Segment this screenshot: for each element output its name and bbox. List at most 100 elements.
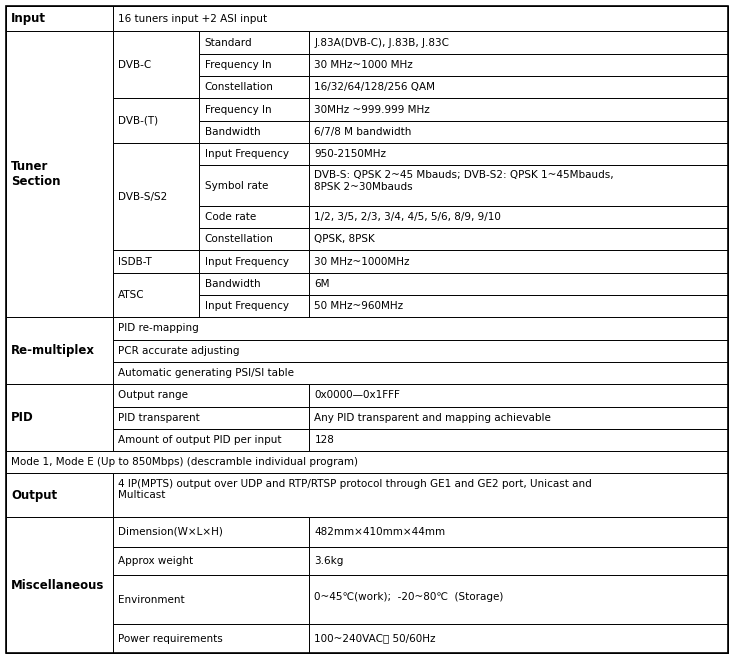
- Bar: [113, 32, 200, 98]
- Text: 100~240VAC， 50/60Hz: 100~240VAC， 50/60Hz: [314, 634, 436, 644]
- Text: 6/7/8 M bandwidth: 6/7/8 M bandwidth: [314, 127, 412, 137]
- Bar: [200, 250, 309, 273]
- Bar: [309, 250, 728, 273]
- Text: Dimension(W×L×H): Dimension(W×L×H): [118, 527, 223, 537]
- Bar: [309, 165, 728, 206]
- Text: Approx weight: Approx weight: [118, 556, 193, 566]
- Bar: [113, 473, 728, 517]
- Bar: [200, 165, 309, 206]
- Bar: [6, 76, 728, 98]
- Bar: [113, 143, 200, 250]
- Bar: [113, 429, 309, 451]
- Bar: [6, 451, 728, 473]
- Text: PID re-mapping: PID re-mapping: [118, 324, 199, 333]
- Bar: [113, 273, 200, 317]
- Text: Constellation: Constellation: [205, 234, 274, 244]
- Text: Any PID transparent and mapping achievable: Any PID transparent and mapping achievab…: [314, 413, 551, 422]
- Text: 30 MHz~1000 MHz: 30 MHz~1000 MHz: [314, 60, 413, 70]
- Bar: [6, 32, 113, 317]
- Text: 4 IP(MPTS) output over UDP and RTP/RTSP protocol through GE1 and GE2 port, Unica: 4 IP(MPTS) output over UDP and RTP/RTSP …: [118, 478, 592, 500]
- Bar: [113, 407, 309, 429]
- Text: 0~45℃(work);  -20~80℃  (Storage): 0~45℃(work); -20~80℃ (Storage): [314, 592, 504, 602]
- Bar: [6, 429, 728, 451]
- Text: Power requirements: Power requirements: [118, 634, 222, 644]
- Bar: [200, 98, 309, 121]
- Bar: [309, 575, 728, 624]
- Text: Output: Output: [11, 489, 57, 501]
- Bar: [6, 407, 728, 429]
- Bar: [200, 121, 309, 143]
- Bar: [6, 317, 728, 339]
- Bar: [6, 517, 728, 547]
- Bar: [200, 228, 309, 250]
- Bar: [200, 32, 309, 54]
- Bar: [309, 76, 728, 98]
- Bar: [6, 624, 728, 653]
- Text: Input Frequency: Input Frequency: [205, 149, 288, 159]
- Text: QPSK, 8PSK: QPSK, 8PSK: [314, 234, 375, 244]
- Text: Standard: Standard: [205, 38, 252, 47]
- Bar: [6, 384, 728, 407]
- Text: J.83A(DVB-C), J.83B, J.83C: J.83A(DVB-C), J.83B, J.83C: [314, 38, 449, 47]
- Text: Input Frequency: Input Frequency: [205, 256, 288, 266]
- Bar: [6, 517, 113, 653]
- Bar: [113, 517, 309, 547]
- Bar: [6, 6, 113, 32]
- Bar: [113, 250, 200, 273]
- Bar: [6, 317, 113, 384]
- Text: Amount of output PID per input: Amount of output PID per input: [118, 435, 282, 445]
- Bar: [6, 384, 113, 451]
- Text: Re-multiplex: Re-multiplex: [11, 344, 95, 357]
- Bar: [113, 575, 309, 624]
- Text: Output range: Output range: [118, 390, 188, 401]
- Bar: [6, 339, 728, 362]
- Text: Constellation: Constellation: [205, 82, 274, 92]
- Text: DVB-C: DVB-C: [118, 60, 151, 70]
- Bar: [6, 32, 728, 54]
- Text: Frequency In: Frequency In: [205, 105, 272, 115]
- Bar: [113, 98, 200, 143]
- Bar: [6, 473, 728, 517]
- Bar: [6, 54, 728, 76]
- Text: 950-2150MHz: 950-2150MHz: [314, 149, 386, 159]
- Text: ATSC: ATSC: [118, 290, 145, 300]
- Bar: [309, 206, 728, 228]
- Bar: [200, 295, 309, 317]
- Bar: [113, 339, 728, 362]
- Bar: [6, 228, 728, 250]
- Bar: [309, 547, 728, 575]
- Bar: [309, 429, 728, 451]
- Text: Tuner
Section: Tuner Section: [11, 160, 61, 188]
- Bar: [6, 250, 728, 273]
- Bar: [6, 98, 728, 121]
- Bar: [6, 165, 728, 206]
- Bar: [113, 6, 728, 32]
- Bar: [309, 517, 728, 547]
- Bar: [6, 451, 728, 473]
- Bar: [200, 273, 309, 295]
- Bar: [6, 362, 728, 384]
- Text: Frequency In: Frequency In: [205, 60, 272, 70]
- Bar: [113, 384, 309, 407]
- Text: ISDB-T: ISDB-T: [118, 256, 152, 266]
- Bar: [200, 76, 309, 98]
- Bar: [200, 54, 309, 76]
- Bar: [113, 624, 309, 653]
- Text: Automatic generating PSI/SI table: Automatic generating PSI/SI table: [118, 368, 294, 378]
- Text: PCR accurate adjusting: PCR accurate adjusting: [118, 346, 239, 356]
- Text: Bandwidth: Bandwidth: [205, 127, 261, 137]
- Bar: [6, 575, 728, 624]
- Bar: [309, 32, 728, 54]
- Bar: [6, 473, 113, 517]
- Bar: [309, 121, 728, 143]
- Bar: [113, 547, 309, 575]
- Text: 6M: 6M: [314, 279, 330, 289]
- Bar: [309, 228, 728, 250]
- Bar: [6, 6, 728, 32]
- Bar: [6, 143, 728, 165]
- Text: 16 tuners input +2 ASI input: 16 tuners input +2 ASI input: [118, 14, 267, 24]
- Bar: [309, 624, 728, 653]
- Bar: [6, 121, 728, 143]
- Bar: [6, 273, 728, 295]
- Text: Environment: Environment: [118, 595, 185, 605]
